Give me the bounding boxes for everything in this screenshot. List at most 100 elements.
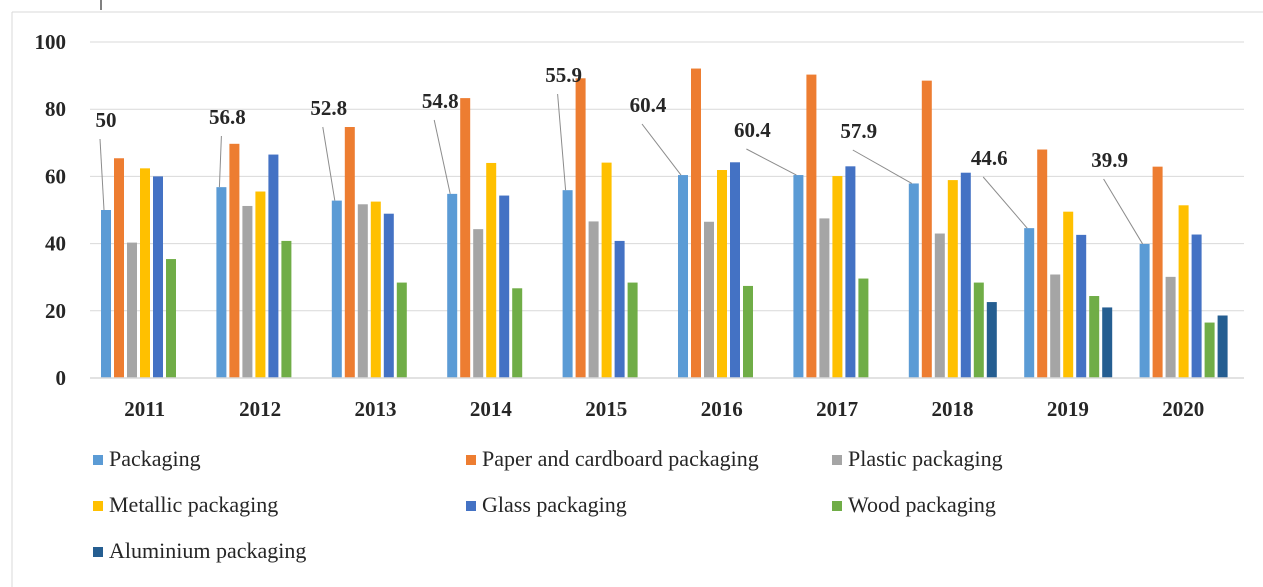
legend-swatch: [832, 455, 842, 465]
bar: [678, 175, 688, 378]
legend-swatch: [466, 501, 476, 511]
bar: [281, 240, 292, 378]
legend-label: Plastic packaging: [848, 446, 1003, 471]
bar: [1037, 149, 1048, 378]
bar: [832, 176, 843, 378]
bar: [166, 259, 176, 378]
bar: [1024, 228, 1035, 378]
bar: [562, 190, 573, 378]
bar: [743, 285, 753, 378]
bar: [717, 170, 727, 378]
bar: [460, 98, 471, 378]
bar: [730, 162, 740, 378]
y-tick-label: 80: [45, 97, 66, 121]
bar: [601, 162, 612, 378]
x-tick-label: 2018: [932, 397, 974, 421]
bar: [704, 221, 714, 378]
bar: [934, 233, 945, 378]
bar: [1102, 307, 1113, 378]
y-tick-label: 20: [45, 299, 66, 323]
bar: [858, 278, 869, 378]
bar: [268, 154, 279, 378]
bar: [588, 221, 599, 378]
x-tick-label: 2011: [124, 397, 165, 421]
bar: [114, 158, 124, 378]
legend-label: Packaging: [109, 446, 201, 471]
data-label: 54.8: [422, 89, 459, 113]
bar: [614, 240, 625, 378]
bar: [127, 242, 137, 378]
data-label: 44.6: [971, 146, 1008, 170]
bar: [473, 229, 484, 378]
data-label-leader: [218, 135, 222, 188]
bar: [908, 183, 919, 378]
bar: [216, 187, 227, 378]
bar: [1191, 234, 1202, 378]
data-label: 57.9: [840, 119, 877, 143]
bar: [499, 195, 510, 378]
x-tick-label: 2020: [1162, 397, 1204, 421]
data-label: 60.4: [734, 118, 771, 142]
bar: [1204, 322, 1215, 378]
legend-swatch: [93, 547, 103, 557]
data-label-leader: [982, 176, 1028, 229]
legend-swatch: [93, 455, 103, 465]
legend-label: Paper and cardboard packaging: [482, 446, 759, 471]
y-tick-label: 0: [56, 366, 67, 390]
data-label: 60.4: [630, 93, 667, 117]
bar: [1089, 296, 1100, 378]
legend-swatch: [832, 501, 842, 511]
bar: [793, 175, 804, 378]
data-label-leader: [322, 126, 336, 201]
bar: [331, 200, 342, 378]
bar: [101, 210, 111, 378]
bar: [691, 68, 701, 378]
x-tick-label: 2012: [239, 397, 281, 421]
bar: [845, 166, 856, 378]
bar: [1063, 211, 1074, 378]
y-tick-label: 40: [45, 232, 66, 256]
bar: [396, 282, 407, 378]
bar: [344, 127, 355, 379]
y-tick-label: 60: [45, 164, 66, 188]
data-label: 39.9: [1091, 148, 1128, 172]
bar: [242, 205, 253, 378]
bar: [383, 213, 394, 378]
bar: [447, 193, 458, 378]
bar: [973, 282, 984, 378]
data-label-leader: [99, 138, 105, 211]
bar: [921, 80, 932, 378]
data-label-leader: [852, 149, 913, 184]
legend-swatch: [466, 455, 476, 465]
legend-label: Metallic packaging: [109, 492, 278, 517]
bar: [357, 204, 368, 378]
bar: [1217, 315, 1228, 378]
bar: [627, 282, 638, 378]
x-tick-label: 2014: [470, 397, 513, 421]
data-label: 50: [96, 108, 117, 132]
bar: [1165, 276, 1176, 378]
legend-label: Aluminium packaging: [109, 538, 306, 563]
data-label: 55.9: [545, 63, 582, 87]
bar: [1152, 166, 1163, 378]
bar: [229, 143, 240, 378]
x-tick-label: 2016: [701, 397, 743, 421]
legend-label: Wood packaging: [848, 492, 996, 517]
bar: [153, 176, 163, 378]
data-label-leader: [557, 93, 567, 191]
bar: [1139, 243, 1150, 378]
data-label: 52.8: [310, 96, 347, 120]
bar: [512, 288, 523, 378]
data-label-leader: [746, 148, 797, 176]
bar: [140, 168, 150, 378]
bar: [1050, 274, 1061, 378]
data-label: 56.8: [209, 105, 246, 129]
x-tick-label: 2013: [355, 397, 397, 421]
y-tick-label: 100: [35, 30, 67, 54]
data-label-leader: [433, 119, 451, 194]
bar: [1178, 205, 1189, 378]
data-label-leader: [641, 123, 682, 176]
x-tick-label: 2015: [585, 397, 627, 421]
